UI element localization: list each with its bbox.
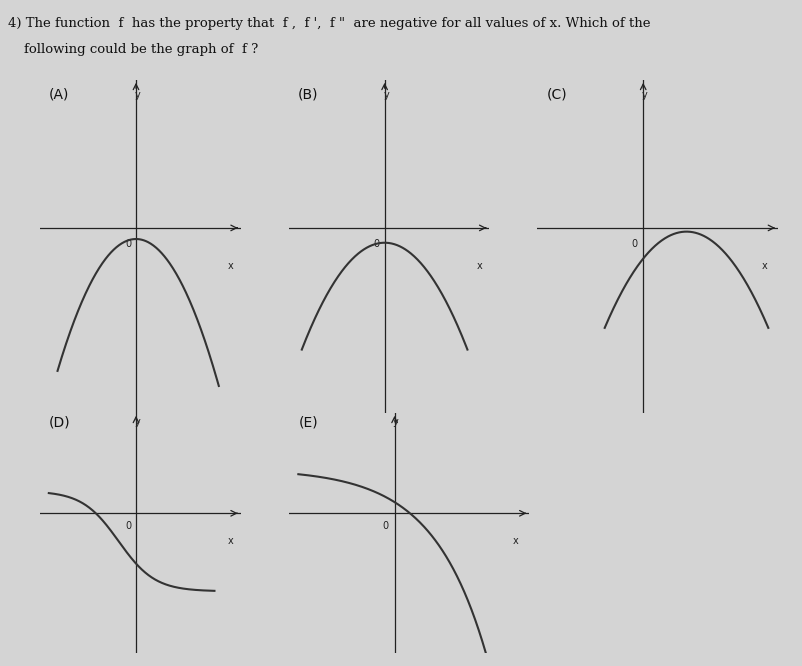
Text: 0: 0 [631,239,638,249]
Text: (E): (E) [298,416,318,430]
Text: y: y [383,90,389,100]
Text: (C): (C) [547,87,568,101]
Text: following could be the graph of  f ?: following could be the graph of f ? [24,43,258,57]
Text: x: x [228,536,234,546]
Text: x: x [762,260,768,270]
Text: 0: 0 [125,521,132,531]
Text: 0: 0 [374,239,380,249]
Text: y: y [393,417,399,427]
Text: 4) The function  f  has the property that  f ,  f ',  f "  are negative for all : 4) The function f has the property that … [8,17,650,30]
Text: x: x [476,260,483,270]
Text: (A): (A) [49,87,69,101]
Text: y: y [135,90,140,100]
Text: y: y [642,90,647,100]
Text: 0: 0 [125,239,132,249]
Text: x: x [228,260,234,270]
Text: x: x [513,536,519,546]
Text: (B): (B) [298,87,318,101]
Text: 0: 0 [383,521,389,531]
Text: (D): (D) [49,416,71,430]
Text: y: y [135,417,140,427]
